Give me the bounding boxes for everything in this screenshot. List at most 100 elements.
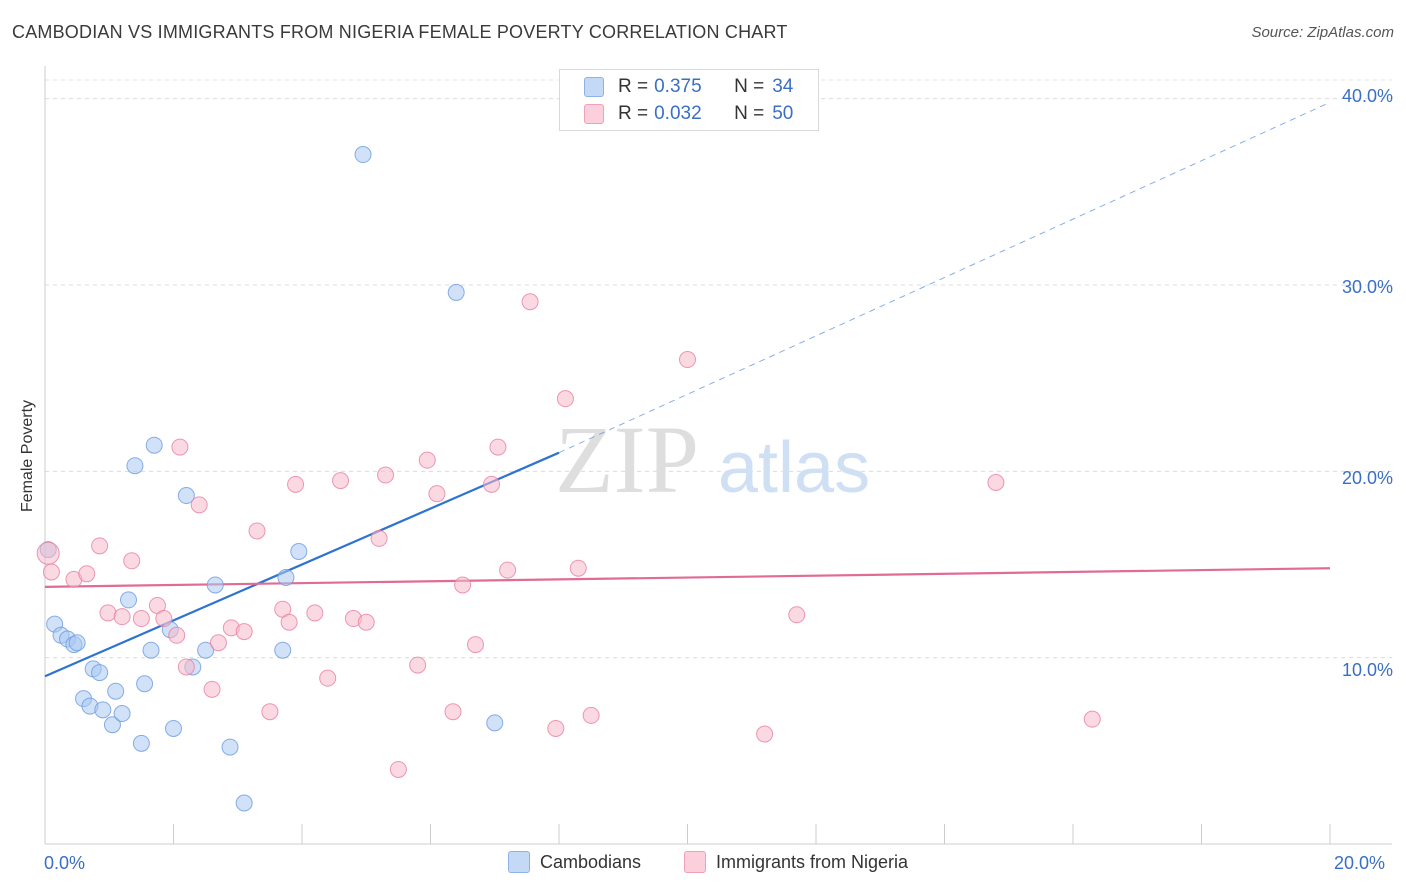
data-point <box>486 714 504 732</box>
data-point <box>209 634 227 652</box>
trend-extension-0 <box>558 101 1331 454</box>
data-point <box>36 541 60 565</box>
data-point <box>113 705 131 723</box>
data-point <box>91 664 109 682</box>
data-point <box>78 565 96 583</box>
data-point <box>357 613 375 631</box>
data-point <box>354 146 372 164</box>
trend-line-1 <box>44 567 1331 588</box>
data-point <box>126 457 144 475</box>
data-point <box>123 552 141 570</box>
data-point <box>235 794 253 812</box>
legend-swatch-nigeria <box>684 851 706 873</box>
data-point <box>120 591 138 609</box>
data-point <box>287 475 305 493</box>
y-tick-label-10: 10.0% <box>1341 660 1393 680</box>
legend-n-value: 50 <box>772 103 794 124</box>
data-point <box>499 561 517 579</box>
trend-line-0 <box>44 451 560 678</box>
data-point <box>99 604 117 622</box>
legend-n-label: N = <box>734 76 765 97</box>
legend-row-nigeria: R = 0.032 N = 50 <box>584 102 794 126</box>
legend-r-label: R = <box>618 76 649 97</box>
data-point <box>466 636 484 654</box>
data-point <box>132 734 150 752</box>
data-points <box>36 146 1101 812</box>
data-point <box>261 703 279 721</box>
data-point <box>1083 710 1101 728</box>
data-point <box>136 675 154 693</box>
data-point <box>221 738 239 756</box>
data-point <box>155 610 173 628</box>
data-point <box>377 466 395 484</box>
legend-row-cambodians: R = 0.375 N = 34 <box>584 75 794 99</box>
data-point <box>203 680 221 698</box>
data-point <box>428 485 446 503</box>
watermark-atlas: atlas <box>718 428 870 508</box>
legend-n-value: 34 <box>772 76 794 97</box>
data-point <box>177 658 195 676</box>
y-tick-label-30: 30.0% <box>1341 277 1393 297</box>
data-point <box>447 283 465 301</box>
legend-r-value: 0.032 <box>654 103 702 124</box>
correlation-legend: R = 0.375 N = 34 R = 0.032 N = 50 <box>559 69 819 131</box>
data-point <box>319 669 337 687</box>
legend-swatch-cambodians <box>584 77 604 97</box>
legend-swatch-cambodians <box>508 851 530 873</box>
data-point <box>332 472 350 490</box>
data-point <box>206 576 224 594</box>
x-tick-label-min: 0.0% <box>44 853 86 873</box>
data-point <box>418 451 436 469</box>
data-point <box>132 610 150 628</box>
data-point <box>444 703 462 721</box>
data-point <box>42 563 60 581</box>
data-point <box>197 641 215 659</box>
data-point <box>306 604 324 622</box>
data-point <box>987 473 1005 491</box>
data-point <box>177 487 195 505</box>
data-point <box>489 438 507 456</box>
legend-r-value: 0.375 <box>654 76 702 97</box>
series-1 <box>36 293 1101 778</box>
legend-label-nigeria: Immigrants from Nigeria <box>716 851 909 872</box>
data-point <box>91 537 109 555</box>
data-point <box>165 719 182 737</box>
data-point <box>142 641 160 659</box>
data-point <box>290 542 308 560</box>
series-legend: Cambodians Immigrants from Nigeria <box>0 851 1406 877</box>
source-label: Source: ZipAtlas.com <box>1251 24 1394 41</box>
legend-item-nigeria[interactable]: Immigrants from Nigeria <box>684 851 908 873</box>
data-point <box>235 623 253 641</box>
data-point <box>556 390 574 408</box>
data-point <box>483 475 501 493</box>
data-point <box>454 576 472 594</box>
data-point <box>171 438 189 456</box>
data-point <box>277 569 295 587</box>
data-point <box>582 706 600 724</box>
legend-item-cambodians[interactable]: Cambodians <box>508 851 641 873</box>
chart-title: CAMBODIAN VS IMMIGRANTS FROM NIGERIA FEM… <box>12 22 788 42</box>
y-tick-label-40: 40.0% <box>1341 86 1393 106</box>
data-point <box>94 701 112 719</box>
watermark-zip: ZIP <box>555 406 699 513</box>
data-point <box>274 641 292 659</box>
data-point <box>756 725 774 743</box>
data-point <box>168 626 186 644</box>
data-point <box>370 529 388 547</box>
data-point <box>521 293 539 311</box>
data-point <box>788 606 806 624</box>
data-point <box>409 656 427 674</box>
data-point <box>113 608 131 626</box>
data-point <box>190 496 208 514</box>
data-point <box>569 559 587 577</box>
x-tick-label-max: 20.0% <box>1334 853 1386 873</box>
data-point <box>547 719 565 737</box>
data-point <box>103 716 121 734</box>
data-point <box>68 634 86 652</box>
legend-r-label: R = <box>618 103 649 124</box>
data-point <box>679 351 696 369</box>
data-point <box>389 760 407 778</box>
data-point <box>145 436 163 454</box>
data-point <box>280 613 298 631</box>
